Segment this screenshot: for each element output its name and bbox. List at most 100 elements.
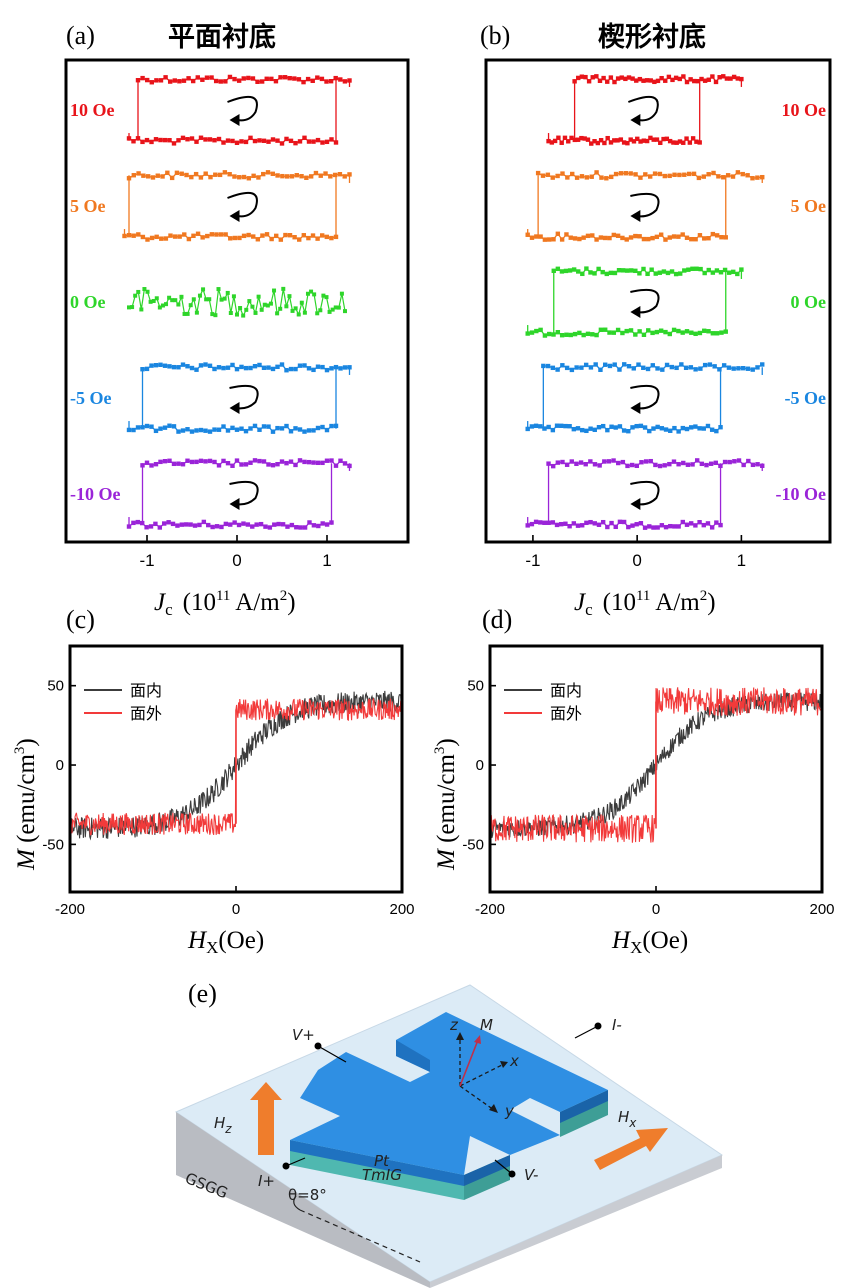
panel-b-series: 10 Oe 5 Oe 0 Oe -5 Oe -10 Oe [525, 74, 826, 530]
terminal-line-v-minus [494, 1159, 513, 1175]
loop-arrowhead [229, 114, 240, 126]
loop-direction-arrow [227, 95, 258, 122]
terminal-i-minus: I- [612, 1016, 622, 1034]
panel-b-frame [484, 58, 832, 544]
panel-b-xticks: -1 0 1 [525, 535, 746, 570]
terminal-v-minus: V- [524, 1166, 538, 1184]
series-5oe: 5 Oe [525, 170, 826, 242]
terminal-v-plus: V+ [292, 1026, 315, 1044]
terminal-line-i-plus [285, 1157, 306, 1167]
xtick-label: -1 [139, 551, 154, 570]
data-point [525, 426, 530, 432]
data-point [126, 524, 132, 529]
loop-direction-arrow [630, 480, 660, 506]
loop-arrowhead [229, 498, 240, 510]
data-point [333, 234, 339, 240]
lower-branch [527, 425, 721, 433]
panel-b-xlabel: Jc (1011 A/m2) [574, 588, 716, 619]
upper-branch [537, 171, 763, 179]
series-label: -5 Oe [785, 388, 826, 408]
panel-b-title: 楔形衬底 [598, 21, 706, 53]
panel-e: (e) GSGG θ=8° Pt TmIG [174, 979, 724, 1288]
panel-d-ylabel: M (emu/cm3) [432, 738, 460, 871]
series-out-of-plane [489, 687, 823, 843]
lower-branch [124, 233, 337, 241]
legend-label: 面内 [130, 681, 162, 700]
panel-d-plot [489, 687, 823, 843]
lower-branch [527, 329, 726, 337]
y-axis-label: y [504, 1102, 515, 1120]
panel-c-plot [69, 690, 403, 841]
hz-arrow [250, 1082, 282, 1155]
panel-a-label: (a) [66, 21, 95, 50]
series-0oe: 0 Oe [70, 286, 347, 318]
lower-branch [548, 136, 700, 145]
series-line [69, 698, 403, 836]
lower-branch [128, 425, 337, 433]
panel-c-ylabel: M (emu/cm3) [12, 738, 40, 871]
panel-d-xlabel: HX(Oe) [611, 927, 688, 957]
panel-a: (a) 平面衬底 -1 0 1 10 Oe 5 Oe 0 Oe -5 Oe -10 Oe J… [64, 21, 410, 619]
ytick-label: 0 [56, 757, 64, 774]
series--5oe: -5 Oe [525, 362, 826, 434]
z-axis-label: z [449, 1016, 459, 1034]
series-10oe: 10 Oe [70, 74, 352, 146]
loop-arrowhead [630, 306, 641, 318]
loop-direction-arrow [229, 480, 259, 506]
legend-label: 面外 [550, 704, 582, 723]
data-point [525, 331, 530, 336]
panel-a-frame [64, 58, 410, 544]
panel-c-label: (c) [66, 605, 95, 634]
pt-side-front-left [290, 1140, 464, 1186]
lower-branch [128, 136, 337, 145]
m-arrowhead [474, 1035, 481, 1044]
angle-dashed-line [299, 1209, 421, 1263]
upper-branch [142, 363, 350, 371]
panel-d-label: (d) [482, 605, 512, 634]
cross-side-back-arm [396, 1040, 430, 1072]
series-0oe: 0 Oe [525, 266, 826, 338]
tmig-label: TmIG [362, 1166, 402, 1184]
series--5oe: -5 Oe [70, 362, 352, 434]
series-label: 5 Oe [70, 196, 106, 216]
m-label: M [480, 1016, 493, 1034]
panel-a-series: 10 Oe 5 Oe 0 Oe -5 Oe -10 Oe [70, 74, 352, 530]
data-point [718, 522, 723, 528]
series-10oe: 10 Oe [546, 74, 826, 146]
series--10oe: -10 Oe [70, 458, 352, 530]
panel-e-label: (e) [188, 979, 217, 1008]
loop-direction-arrow [229, 384, 259, 410]
x-axis [459, 1063, 505, 1087]
loop-direction-arrow [227, 191, 258, 218]
xtick-label: 0 [232, 901, 240, 918]
hx-arrow [594, 1128, 668, 1170]
ytick-label: -50 [42, 836, 64, 853]
panel-b-label: (b) [480, 21, 510, 50]
series-5oe: 5 Oe [70, 170, 352, 242]
legend-label: 面内 [550, 681, 582, 700]
series--10oe: -10 Oe [525, 458, 826, 530]
series-label: -10 Oe [70, 484, 120, 504]
data-point [739, 267, 744, 272]
xtick-label: 200 [389, 901, 414, 918]
coordinate-axes [459, 1036, 505, 1111]
upper-branch [548, 459, 763, 467]
cross-top-face [290, 1012, 608, 1175]
series-label: -5 Oe [70, 388, 111, 408]
series-label: 5 Oe [791, 196, 827, 216]
substrate-side [176, 1112, 430, 1288]
xtick-label: -200 [55, 901, 85, 918]
ytick-label: 0 [476, 757, 484, 774]
upper-branch [543, 363, 763, 371]
terminal-line-i-minus [574, 1025, 599, 1039]
series-label: -10 Oe [776, 484, 826, 504]
xtick-label: 200 [809, 901, 834, 918]
ytick-label: 50 [47, 678, 64, 695]
series-out-of-plane [69, 698, 403, 836]
upper-branch [137, 76, 350, 84]
data-point [343, 309, 347, 314]
angle-label: θ=8° [288, 1186, 327, 1204]
